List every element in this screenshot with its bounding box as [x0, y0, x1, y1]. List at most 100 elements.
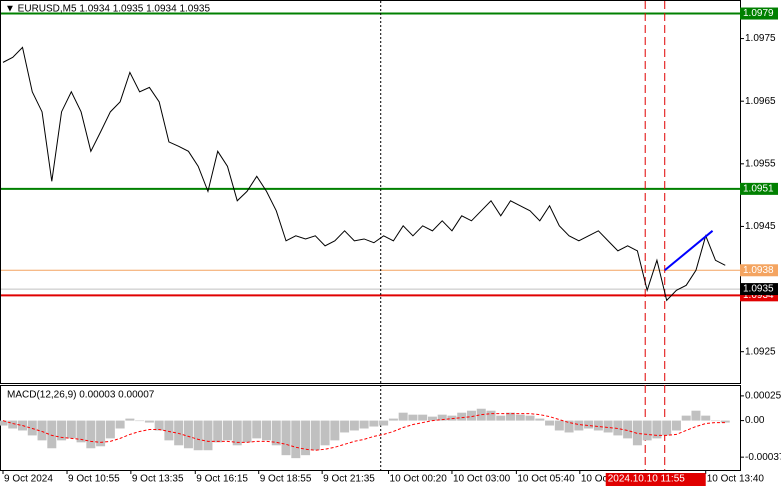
macd-bar [408, 414, 418, 421]
macd-bar [320, 420, 330, 446]
y-tick-label: 1.0975 [745, 33, 776, 44]
macd-bar [154, 420, 164, 431]
macd-bar [222, 420, 232, 441]
macd-bar [496, 415, 506, 421]
level-label-bg [740, 264, 778, 277]
macd-bar [242, 420, 252, 443]
macd-bar [183, 420, 193, 449]
macd-bar [330, 420, 340, 441]
x-tick-label: 10 Oct 05:40 [517, 474, 575, 485]
macd-bar [301, 420, 311, 456]
macd-bar [193, 420, 203, 451]
macd-bar [613, 420, 623, 436]
macd-header: MACD(12,26,9) 0.00003 0.00007 [7, 390, 155, 401]
macd-bar [349, 420, 359, 431]
macd-bar [437, 414, 447, 421]
macd-bar [232, 420, 242, 446]
macd-bar [252, 420, 262, 439]
macd-bar [652, 420, 662, 439]
macd-bar [466, 410, 476, 421]
macd-bar [291, 420, 301, 459]
macd-bar [710, 420, 720, 422]
symbol-header: ▼ EURUSD,M5 1.0934 1.0935 1.0934 1.0935 [5, 4, 210, 15]
macd-bar [662, 420, 672, 436]
macd-bar [701, 415, 711, 421]
macd-bar [642, 420, 652, 441]
macd-bar [164, 420, 174, 441]
trend-line [664, 230, 714, 272]
macd-bar [603, 420, 613, 433]
y-tick-label: 1.0965 [745, 96, 776, 107]
macd-bar [398, 412, 408, 421]
macd-bar [632, 420, 642, 446]
macd-bar [691, 410, 701, 421]
macd-bar [671, 420, 681, 431]
macd-bar [144, 420, 154, 423]
macd-bar [457, 412, 467, 421]
main-panel [0, 0, 741, 384]
x-tick-label: 9 Oct 18:55 [260, 474, 312, 485]
macd-bar [105, 420, 115, 439]
level-label: 1.0979 [743, 8, 774, 19]
macd-bar [720, 420, 730, 423]
macd-bar [115, 420, 125, 429]
macd-bar [379, 420, 389, 426]
x-tick-label: 9 Oct 13:35 [132, 474, 184, 485]
macd-bar [623, 420, 633, 439]
macd-bar [86, 420, 96, 449]
level-label-bg [740, 182, 778, 195]
macd-bar [593, 420, 603, 431]
macd-bar [0, 420, 8, 426]
level-label: 1.0934 [743, 290, 774, 301]
macd-bar [47, 420, 57, 449]
macd-bar [476, 408, 486, 421]
current-price-label: 1.0935 [743, 284, 774, 295]
macd-bar [486, 410, 496, 421]
level-label: 1.0938 [743, 265, 774, 276]
macd-bar [515, 414, 525, 421]
x-tick-label: 10 Oct 03:00 [453, 474, 511, 485]
macd-bar [564, 420, 574, 433]
macd-bar [76, 420, 86, 443]
price-line [2, 46, 726, 302]
macd-bar [388, 418, 398, 421]
macd-bar [271, 420, 281, 446]
macd-bar [359, 420, 369, 429]
macd-bar [506, 412, 516, 421]
macd-bar [340, 420, 350, 433]
macd-bar [681, 415, 691, 421]
macd-bar [37, 420, 47, 441]
y-tick-label: 1.0925 [745, 346, 776, 357]
macd-bar [554, 420, 564, 431]
macd-bar [535, 418, 545, 421]
y-tick-label: 0.00025 [745, 391, 781, 402]
macd-bar [66, 420, 76, 439]
y-tick-label: 1.0955 [745, 158, 776, 169]
macd-bar [135, 420, 145, 422]
macd-bar [213, 420, 223, 443]
macd-bar [418, 414, 428, 421]
macd-bar [574, 420, 584, 431]
level-label-bg [740, 7, 778, 20]
y-tick-label: -0.00037 [745, 452, 781, 463]
cursor-label: 2024.10.10 11:55 [608, 474, 686, 485]
macd-bar [427, 416, 437, 421]
macd-bar [262, 420, 272, 441]
macd-bar [310, 420, 320, 451]
signal-line [2, 413, 726, 451]
y-tick-label: 1.0945 [745, 221, 776, 232]
x-tick-label: 9 Oct 10:55 [68, 474, 120, 485]
x-tick-label: 10 Oct 13:40 [707, 474, 765, 485]
macd-bar [369, 420, 379, 427]
macd-bar [96, 420, 106, 447]
macd-bar [57, 420, 67, 441]
macd-bar [8, 420, 18, 429]
macd-bar [545, 420, 555, 426]
macd-bar [584, 420, 594, 429]
macd-bar [281, 420, 291, 456]
x-tick-label: 9 Oct 16:15 [196, 474, 248, 485]
current-price-bg [740, 283, 778, 296]
macd-bar [203, 420, 213, 451]
macd-bar [525, 415, 535, 421]
